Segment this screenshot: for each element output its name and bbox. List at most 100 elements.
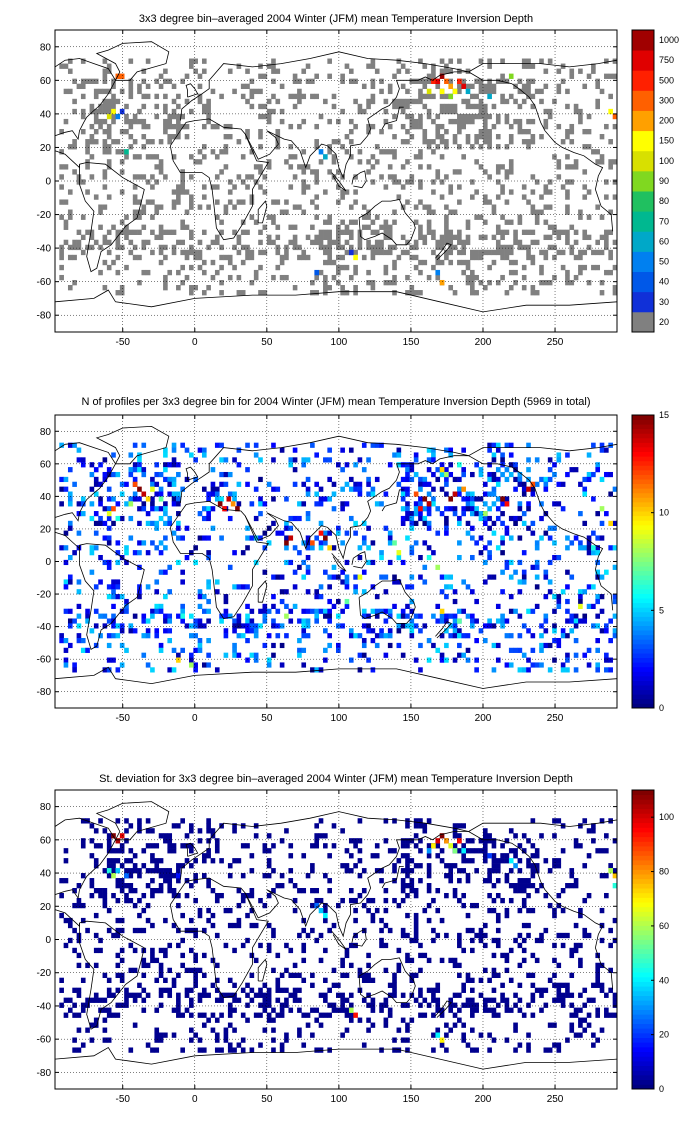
bin-cell: [266, 1012, 272, 1018]
bin-cell: [534, 481, 540, 487]
bin-cell: [284, 520, 289, 526]
bin-cell: [271, 108, 276, 115]
bin-cell: [526, 254, 531, 261]
bin-cell: [171, 199, 177, 205]
bin-cell: [318, 608, 324, 614]
bin-cell: [89, 892, 95, 899]
bin-cell: [405, 486, 410, 492]
bin-cell: [448, 249, 454, 256]
bin-cell: [396, 579, 402, 585]
bin-cell: [478, 103, 484, 110]
bin-cell: [491, 249, 497, 256]
bin-cell: [491, 858, 497, 864]
bin-cell: [150, 892, 155, 899]
bin-cell: [223, 1032, 229, 1038]
bin-cell: [431, 209, 436, 215]
bin-cell: [227, 1047, 233, 1053]
bin-cell: [266, 873, 272, 879]
colorbar-step: [632, 689, 654, 695]
bin-cell: [292, 481, 298, 487]
bin-cell: [409, 285, 415, 291]
bin-cell: [457, 68, 462, 74]
bin-cell: [418, 574, 423, 580]
bin-cell: [210, 274, 216, 281]
bin-cell: [543, 108, 549, 115]
colorbar-label: 80: [659, 196, 669, 206]
bin-cell: [482, 108, 488, 115]
bin-cell: [258, 134, 263, 140]
bin-cell: [76, 174, 82, 180]
bin-cell: [374, 249, 380, 256]
bin-cell: [413, 657, 419, 663]
bin-cell: [119, 169, 125, 175]
bin-cell: [115, 932, 121, 939]
bin-cell: [150, 540, 155, 546]
bin-cell: [124, 818, 129, 824]
bin-cell: [578, 912, 583, 919]
bin-cell: [400, 108, 406, 115]
bin-cell: [361, 254, 367, 261]
bin-cell: [444, 1032, 449, 1038]
bin-cell: [418, 113, 423, 120]
bin-cell: [361, 623, 367, 629]
bin-cell: [340, 997, 345, 1003]
bin-cell: [171, 892, 177, 899]
bin-cell: [552, 957, 557, 964]
bin-cell: [314, 501, 320, 507]
colorbar-step: [632, 488, 654, 494]
bin-cell: [482, 843, 488, 849]
bin-cell: [154, 204, 160, 210]
coastline: [435, 242, 452, 261]
bin-cell: [115, 540, 121, 546]
bin-cell: [292, 545, 298, 551]
bin-cell: [180, 113, 185, 120]
bin-cell: [336, 254, 341, 261]
bin-cell: [301, 947, 307, 954]
bin-cell: [167, 491, 173, 497]
bin-cell: [383, 224, 389, 230]
coastline: [257, 958, 268, 982]
bin-cell: [288, 1007, 294, 1013]
x-tick-label: 250: [547, 713, 564, 724]
bin-cell: [413, 471, 419, 478]
bin-cell: [504, 118, 510, 125]
bin-cell: [578, 942, 583, 949]
bin-cell: [552, 554, 557, 561]
bin-cell: [409, 174, 415, 180]
bin-cell: [565, 194, 570, 200]
bin-cell: [63, 559, 69, 566]
bin-cell: [426, 144, 432, 150]
bin-cell: [569, 164, 575, 170]
bin-cell: [556, 997, 562, 1003]
bin-cell: [448, 78, 454, 84]
bin-cell: [400, 559, 406, 566]
bin-cell: [93, 888, 99, 894]
bin-cell: [426, 525, 432, 531]
bin-cell: [612, 285, 618, 291]
bin-cell: [340, 828, 345, 834]
bin-cell: [292, 907, 298, 914]
bin-cell: [124, 883, 129, 889]
bin-cell: [227, 179, 233, 185]
data-cell: [426, 554, 432, 561]
bin-cell: [279, 972, 285, 979]
bin-cell: [526, 457, 531, 463]
bin-cell: [392, 992, 397, 998]
bin-cell: [409, 838, 415, 844]
bin-cell: [392, 103, 397, 110]
bin-cell: [236, 902, 242, 909]
bin-cell: [245, 545, 250, 551]
bin-cell: [314, 843, 320, 849]
bin-cell: [106, 144, 112, 150]
data-cell: [106, 868, 112, 874]
bin-cell: [93, 88, 99, 95]
bin-cell: [612, 992, 618, 998]
bin-cell: [98, 88, 103, 95]
bin-cell: [534, 584, 540, 590]
bin-cell: [526, 878, 531, 884]
bin-cell: [85, 997, 90, 1003]
bin-cell: [578, 249, 583, 256]
bin-cell: [608, 229, 613, 235]
bin-cell: [258, 229, 263, 235]
bin-cell: [206, 838, 211, 844]
